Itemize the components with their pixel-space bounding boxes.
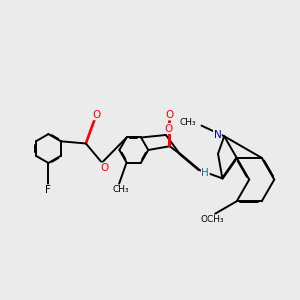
Text: OCH₃: OCH₃	[201, 215, 224, 224]
Text: O: O	[100, 163, 108, 173]
Text: N: N	[214, 130, 221, 140]
Text: O: O	[165, 124, 173, 134]
Text: CH₃: CH₃	[112, 185, 129, 194]
Text: F: F	[46, 185, 51, 195]
Text: CH₃: CH₃	[180, 118, 196, 127]
Text: O: O	[92, 110, 100, 120]
Text: H: H	[202, 168, 209, 178]
Text: O: O	[166, 110, 174, 120]
